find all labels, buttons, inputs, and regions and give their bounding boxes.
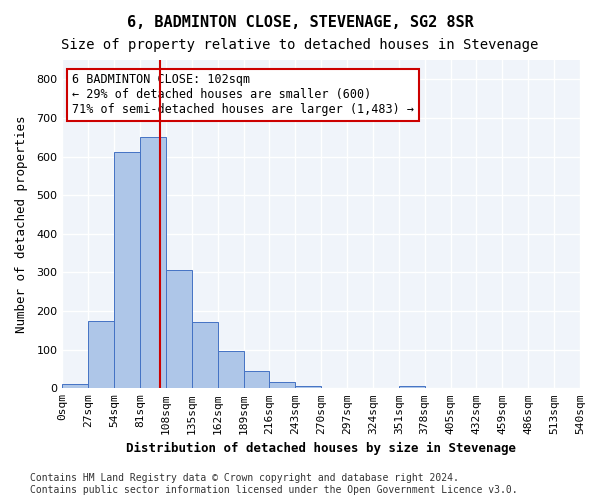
Bar [399, 386, 425, 388]
Bar [114, 152, 140, 388]
Bar [295, 386, 321, 388]
Bar [62, 384, 88, 388]
Bar [88, 320, 114, 388]
Text: Contains HM Land Registry data © Crown copyright and database right 2024.
Contai: Contains HM Land Registry data © Crown c… [30, 474, 518, 495]
Bar [218, 351, 244, 388]
Bar [166, 270, 192, 388]
Text: 6, BADMINTON CLOSE, STEVENAGE, SG2 8SR: 6, BADMINTON CLOSE, STEVENAGE, SG2 8SR [127, 15, 473, 30]
Text: Size of property relative to detached houses in Stevenage: Size of property relative to detached ho… [61, 38, 539, 52]
Y-axis label: Number of detached properties: Number of detached properties [15, 116, 28, 333]
X-axis label: Distribution of detached houses by size in Stevenage: Distribution of detached houses by size … [126, 442, 516, 455]
Bar [244, 371, 269, 388]
Bar [192, 322, 218, 388]
Bar [269, 382, 295, 388]
Text: 6 BADMINTON CLOSE: 102sqm
← 29% of detached houses are smaller (600)
71% of semi: 6 BADMINTON CLOSE: 102sqm ← 29% of detac… [72, 74, 414, 116]
Bar [140, 137, 166, 388]
